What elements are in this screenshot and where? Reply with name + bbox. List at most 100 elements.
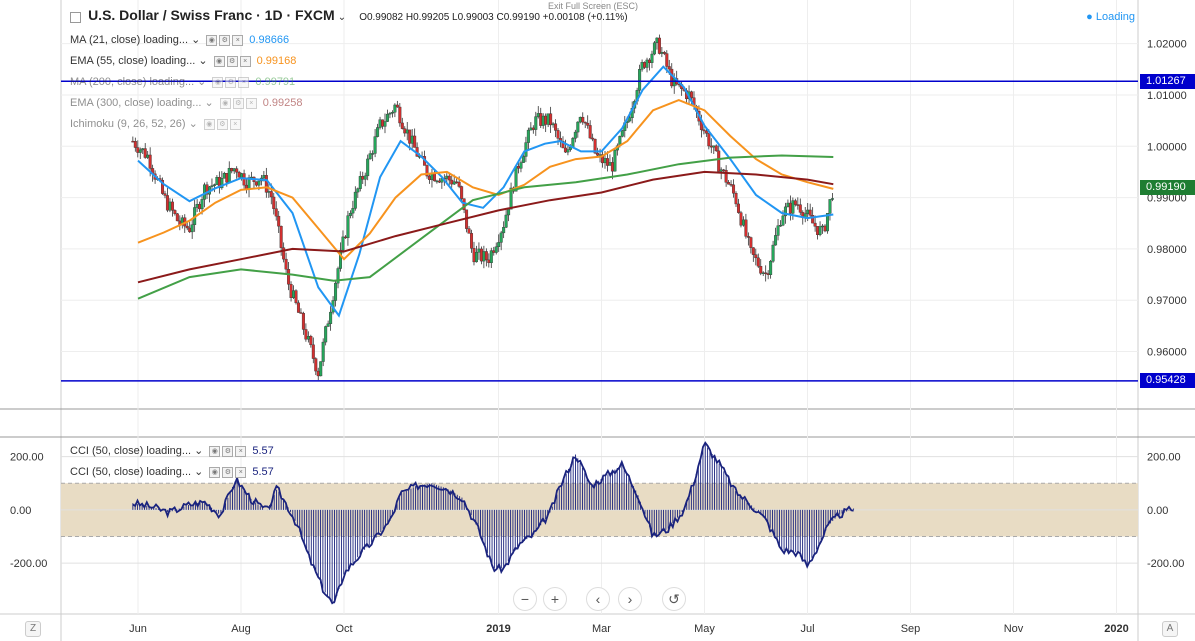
indicator-row[interactable]: EMA (300, close) loading... ⌄ ◉ ⚙ × 0.99258 xyxy=(70,96,303,110)
chevron-down-icon[interactable]: ⌄ xyxy=(191,466,204,478)
candle-body xyxy=(813,222,817,227)
candle-body xyxy=(267,191,271,193)
candle-body xyxy=(489,250,493,264)
auto-scale-button[interactable]: A xyxy=(1162,621,1178,637)
candle-body xyxy=(240,173,244,178)
price-tick-label: 1.00000 xyxy=(1147,141,1187,153)
chevron-down-icon[interactable]: ⌄ xyxy=(201,97,214,109)
zoom-in-button[interactable]: + xyxy=(543,587,567,611)
remove-close-icon[interactable]: × xyxy=(245,97,257,109)
candle-body xyxy=(284,258,288,270)
candle-body xyxy=(652,42,656,55)
candle-body xyxy=(346,215,350,239)
indicator-row[interactable]: MA (200, close) loading... ⌄ ◉ ⚙ × 0.99791 xyxy=(70,75,295,89)
indicator-label[interactable]: EMA (300, close) loading... xyxy=(70,97,202,109)
candle-body xyxy=(141,148,145,151)
time-tick-label: May xyxy=(694,623,715,635)
chevron-down-icon[interactable]: ⌄ xyxy=(194,76,207,88)
candle-body xyxy=(764,272,768,274)
cci-indicator-row[interactable]: CCI (50, close) loading... ⌄ ◉ ⚙ × 5.57 xyxy=(70,444,274,458)
candle-body xyxy=(484,251,488,261)
candle-body xyxy=(235,168,239,173)
visibility-icon[interactable]: ◉ xyxy=(209,445,221,457)
candle-body xyxy=(457,181,461,187)
settings-gear-icon[interactable]: ⚙ xyxy=(216,118,228,130)
candle-body xyxy=(519,162,523,169)
candle-body xyxy=(299,312,303,314)
indicator-label[interactable]: EMA (55, close) loading... xyxy=(70,55,196,67)
candle-body xyxy=(561,140,565,149)
cci-indicator-label[interactable]: CCI (50, close) loading... xyxy=(70,466,192,478)
settings-gear-icon[interactable]: ⚙ xyxy=(222,445,234,457)
candle-body xyxy=(494,246,498,253)
settings-gear-icon[interactable]: ⚙ xyxy=(232,97,244,109)
candle-body xyxy=(282,247,286,260)
candle-body xyxy=(210,185,214,187)
visibility-icon[interactable]: ◉ xyxy=(219,97,231,109)
remove-close-icon[interactable]: × xyxy=(239,55,251,67)
candle-body xyxy=(321,341,325,362)
exit-fullscreen-hint[interactable]: Exit Full Screen (ESC) xyxy=(548,1,639,11)
candle-body xyxy=(215,177,219,185)
remove-close-icon[interactable]: × xyxy=(235,445,247,457)
chevron-down-icon[interactable]: ⌄ xyxy=(195,55,208,67)
cci-tick-label-right: 0.00 xyxy=(1147,505,1168,517)
visibility-icon[interactable]: ◉ xyxy=(209,466,221,478)
symbol-title[interactable]: U.S. Dollar / Swiss Franc · 1D · FXCM xyxy=(88,7,335,23)
candle-body xyxy=(736,203,740,213)
reset-chart-button[interactable]: ↺ xyxy=(662,587,686,611)
indicator-label[interactable]: MA (200, close) loading... xyxy=(70,76,195,88)
symbol-chevron-icon[interactable]: ⌄ xyxy=(337,12,347,23)
candle-body xyxy=(287,269,291,285)
candle-body xyxy=(586,122,590,126)
timezone-corner-button[interactable]: Z xyxy=(25,621,41,637)
candle-body xyxy=(667,66,671,70)
indicator-label[interactable]: Ichimoku (9, 26, 52, 26) xyxy=(70,118,186,130)
scroll-left-button[interactable]: ‹ xyxy=(586,587,610,611)
visibility-icon[interactable]: ◉ xyxy=(212,76,224,88)
candle-body xyxy=(719,169,723,172)
indicator-row[interactable]: Ichimoku (9, 26, 52, 26) ⌄ ◉ ⚙ × xyxy=(70,117,247,131)
zoom-out-button[interactable]: − xyxy=(513,587,537,611)
loading-status: ● Loading xyxy=(1086,11,1135,23)
collapse-icon[interactable] xyxy=(70,11,81,23)
candle-body xyxy=(526,129,530,143)
candle-body xyxy=(732,184,736,194)
indicator-value: 0.99168 xyxy=(256,55,297,67)
chevron-down-icon[interactable]: ⌄ xyxy=(185,118,198,130)
remove-close-icon[interactable]: × xyxy=(232,34,244,46)
settings-gear-icon[interactable]: ⚙ xyxy=(222,466,234,478)
cci-indicator-label[interactable]: CCI (50, close) loading... xyxy=(70,445,192,457)
candle-body xyxy=(544,115,548,125)
candle-body xyxy=(363,175,367,180)
visibility-icon[interactable]: ◉ xyxy=(206,34,218,46)
candle-body xyxy=(425,165,429,177)
cci-indicator-row[interactable]: CCI (50, close) loading... ⌄ ◉ ⚙ × 5.57 xyxy=(70,465,274,479)
candle-body xyxy=(657,37,661,54)
candle-body xyxy=(230,168,234,172)
candle-body xyxy=(358,176,362,189)
candle-body xyxy=(781,215,785,226)
remove-close-icon[interactable]: × xyxy=(238,76,250,88)
chevron-down-icon[interactable]: ⌄ xyxy=(188,34,201,46)
visibility-icon[interactable]: ◉ xyxy=(213,55,225,67)
settings-gear-icon[interactable]: ⚙ xyxy=(219,34,231,46)
candle-body xyxy=(739,212,743,226)
candle-body xyxy=(499,232,503,243)
visibility-icon[interactable]: ◉ xyxy=(203,118,215,130)
candle-body xyxy=(467,228,471,234)
chevron-down-icon[interactable]: ⌄ xyxy=(191,445,204,457)
settings-gear-icon[interactable]: ⚙ xyxy=(226,55,238,67)
candle-body xyxy=(492,250,496,253)
candle-body xyxy=(536,113,540,117)
indicator-label[interactable]: MA (21, close) loading... xyxy=(70,34,189,46)
settings-gear-icon[interactable]: ⚙ xyxy=(225,76,237,88)
candle-body xyxy=(808,209,812,216)
indicator-row[interactable]: EMA (55, close) loading... ⌄ ◉ ⚙ × 0.99168 xyxy=(70,54,296,68)
remove-close-icon[interactable]: × xyxy=(229,118,241,130)
scroll-right-button[interactable]: › xyxy=(618,587,642,611)
indicator-row[interactable]: MA (21, close) loading... ⌄ ◉ ⚙ × 0.98666 xyxy=(70,33,289,47)
remove-close-icon[interactable]: × xyxy=(235,466,247,478)
candle-body xyxy=(143,148,147,158)
